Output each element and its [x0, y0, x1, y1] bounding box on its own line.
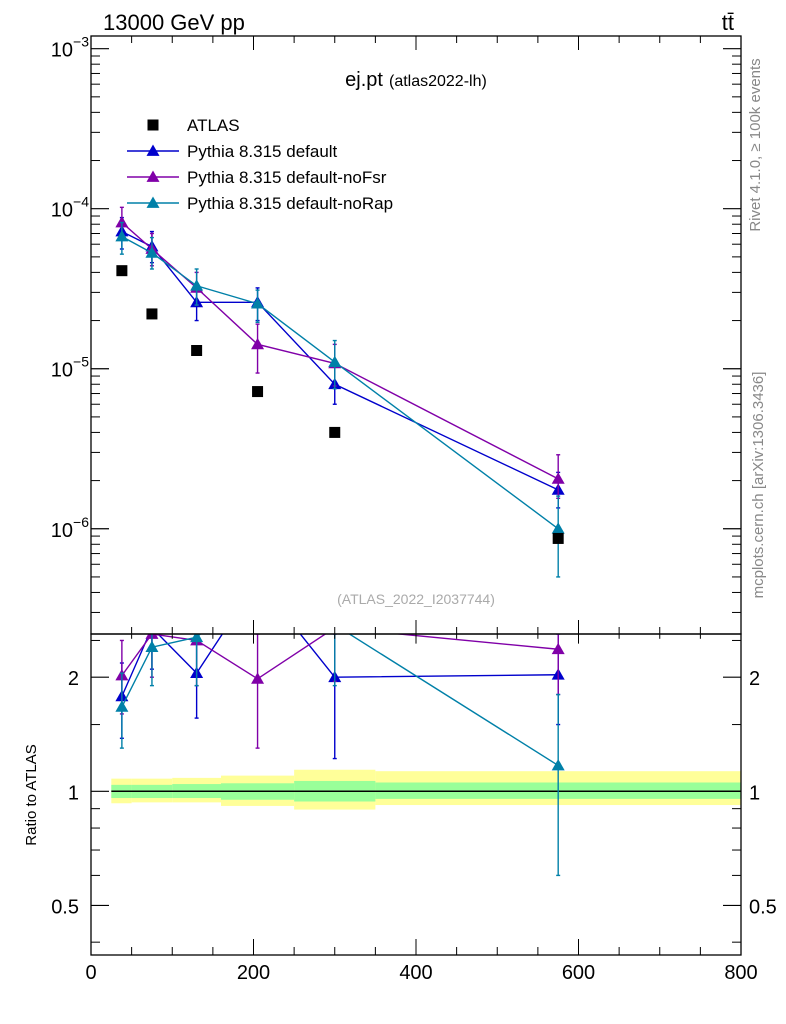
ratio-y-tick-label-right: 1	[749, 782, 760, 804]
ratio-y-tick-label-left: 1	[68, 782, 79, 804]
chart-title: ej.pt (atlas2022-lh)	[345, 69, 487, 91]
data-point-noRap	[251, 297, 265, 309]
ratio-y-tick-label-left: 2	[68, 668, 79, 690]
x-tick-label: 600	[562, 962, 595, 984]
data-point-noRap	[115, 230, 129, 242]
ratio-point-noRap	[145, 640, 159, 653]
legend: ATLAS Pythia 8.315 default Pythia 8.315 de…	[127, 116, 393, 213]
data-point-noFsr	[115, 215, 129, 228]
legend-label-noFsr: Pythia 8.315 default-noFsr	[187, 168, 387, 187]
data-point-noRap	[328, 355, 342, 367]
ratio-panel: 0.5 0.5 1 1 2 2 0 200 400 600 800 Ratio to ATLAS	[23, 574, 777, 984]
legend-label-atlas: ATLAS	[187, 116, 240, 135]
process-label: tt̄	[722, 10, 734, 35]
ratio-line-noFsr	[121, 634, 559, 680]
series-atlas	[116, 265, 564, 544]
data-point-noFsr	[551, 472, 565, 484]
y-tick-label: 10−4	[51, 194, 89, 222]
data-point-noRap	[145, 246, 159, 258]
ratio-point-noFsr	[251, 672, 265, 684]
data-point-atlas	[191, 345, 203, 357]
data-point-noRap	[190, 279, 204, 291]
ratio-series-noRap	[115, 579, 565, 877]
legend-label-default: Pythia 8.315 default	[187, 142, 338, 161]
data-point-atlas	[252, 386, 264, 398]
ratio-line-noRap	[121, 634, 559, 767]
y-tick-label: 10−3	[51, 34, 89, 62]
series-default	[115, 216, 565, 509]
data-point-noRap	[551, 522, 565, 534]
x-tick-label: 800	[724, 962, 757, 984]
legend-marker-noFsr	[146, 170, 160, 182]
mcplots-citation-label: mcplots.cern.ch [arXiv:1306.3436]	[750, 372, 767, 599]
x-tick-label: 200	[237, 962, 270, 984]
y-tick-label: 10−5	[51, 354, 89, 382]
series-line-noFsr	[121, 221, 559, 480]
ratio-y-tick-label-right: 0.5	[749, 896, 777, 918]
ratio-point-default	[251, 574, 264, 585]
legend-marker-noRap	[146, 196, 160, 208]
ratio-y-tick-label-right: 2	[749, 668, 760, 690]
data-point-atlas	[146, 308, 158, 320]
legend-label-noRap: Pythia 8.315 default-noRap	[187, 194, 393, 213]
legend-marker-atlas	[147, 119, 159, 131]
ratio-point-noFsr	[551, 642, 565, 655]
data-point-atlas	[329, 426, 341, 438]
y-tick-label: 10−6	[51, 514, 89, 542]
data-point-atlas	[116, 265, 128, 277]
x-tick-label: 400	[399, 962, 432, 984]
ratio-line-default	[121, 634, 559, 697]
analysis-watermark: (ATLAS_2022_I2037744)	[337, 591, 495, 607]
legend-marker-default	[146, 144, 160, 156]
ratio-point-noRap	[551, 758, 565, 771]
ratio-point-noRap	[251, 579, 264, 590]
series-line-noRap	[121, 235, 559, 530]
main-panel: 10−6 10−5 10−4 10−3 ej.pt (atlas2022-lh) (AT…	[51, 34, 742, 635]
x-tick-label: 0	[85, 962, 96, 984]
series-noFsr	[115, 206, 565, 500]
ratio-point-default	[145, 621, 158, 632]
ratio-y-tick-label-left: 0.5	[51, 896, 79, 918]
ratio-ylabel: Ratio to ATLAS	[23, 744, 40, 845]
series-noRap	[115, 221, 565, 578]
ratio-series-noFsr	[115, 634, 565, 749]
data-point-noFsr	[251, 337, 265, 350]
ratio-point-noRap	[115, 700, 129, 712]
series-line-default	[121, 230, 559, 491]
ratio-point-noRap	[190, 634, 204, 643]
data-point-atlas	[552, 532, 564, 544]
rivet-version-label: Rivet 4.1.0, ≥ 100k events	[747, 58, 764, 231]
energy-label: 13000 GeV pp	[103, 10, 245, 35]
